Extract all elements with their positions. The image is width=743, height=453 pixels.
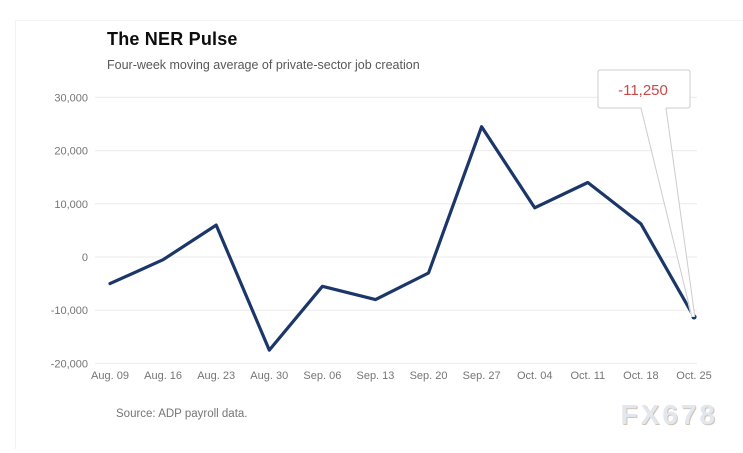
y-tick-label: 10,000 [54,199,88,211]
x-tick-label: Sep. 06 [303,370,341,382]
y-tick-label: 0 [82,252,88,264]
x-tick-label: Aug. 09 [91,370,129,382]
x-tick-label: Sep. 13 [356,370,394,382]
source-note: Source: ADP payroll data. [116,408,248,420]
x-tick-label: Oct. 11 [570,370,605,382]
x-tick-label: Aug. 16 [144,370,182,382]
y-tick-label: 20,000 [54,146,88,158]
callout-tail [641,106,695,317]
x-tick-label: Oct. 25 [676,370,711,382]
x-tick-label: Oct. 04 [517,370,552,382]
data-line [108,125,696,352]
x-tick-label: Aug. 30 [250,370,288,382]
y-tick-label: -10,000 [51,305,88,317]
callout-tail-edge-left [640,107,693,317]
chart-subtitle: Four-week moving average of private-sect… [107,58,420,72]
x-tick-label: Aug. 23 [197,370,235,382]
x-tick-label: Sep. 20 [410,370,448,382]
chart-title: The NER Pulse [107,29,238,49]
y-tick-label: -20,000 [51,358,88,370]
x-tick-label: Oct. 18 [623,370,658,382]
callout-label: -11,250 [618,82,668,99]
x-tick-label: Sep. 27 [463,370,501,382]
callout-tail-edge-right [665,107,696,317]
y-tick-label: 30,000 [54,92,88,104]
watermark: FX678 [620,399,718,430]
